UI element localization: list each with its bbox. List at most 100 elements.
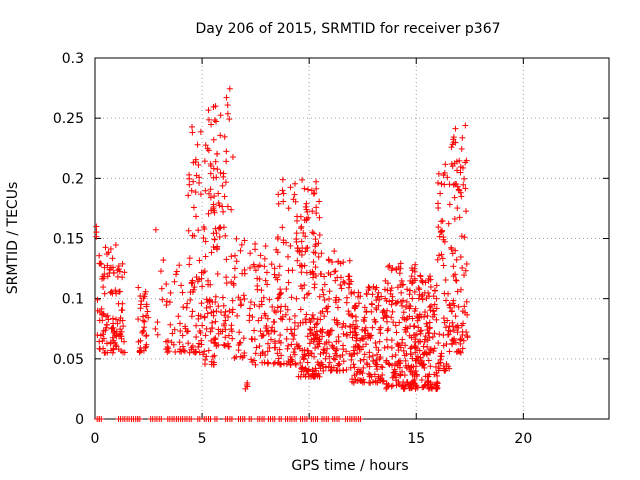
data-point <box>99 331 106 338</box>
data-point <box>217 132 224 139</box>
data-point <box>99 338 106 345</box>
data-point <box>363 291 370 298</box>
data-point <box>307 350 314 357</box>
data-point <box>352 303 359 310</box>
data-point <box>315 240 322 247</box>
data-point <box>293 295 300 302</box>
data-point <box>102 327 109 334</box>
data-point <box>237 247 244 254</box>
data-point <box>199 283 206 290</box>
data-point <box>320 363 327 370</box>
data-point <box>137 344 144 351</box>
data-point <box>216 202 223 209</box>
data-point <box>304 186 311 193</box>
data-point <box>196 327 203 334</box>
data-point <box>356 369 363 376</box>
data-point <box>417 354 424 361</box>
data-point <box>404 286 411 293</box>
data-point <box>311 284 318 291</box>
data-point <box>283 335 290 342</box>
data-point <box>119 260 126 267</box>
data-point <box>333 294 340 301</box>
data-point <box>303 200 310 207</box>
data-point <box>329 342 336 349</box>
data-point <box>435 340 442 347</box>
data-point <box>302 373 309 380</box>
data-point <box>198 275 205 282</box>
data-point <box>166 299 173 306</box>
data-point <box>220 341 227 348</box>
data-point <box>370 283 377 290</box>
data-point <box>160 257 167 264</box>
data-point <box>316 293 323 300</box>
data-point <box>284 253 291 260</box>
data-point <box>210 165 217 172</box>
data-point <box>98 305 105 312</box>
data-point <box>389 265 396 272</box>
data-point <box>401 326 408 333</box>
data-point <box>209 325 216 332</box>
data-point <box>284 345 291 352</box>
data-point <box>229 297 236 304</box>
data-point <box>189 129 196 136</box>
data-point <box>96 252 103 259</box>
data-point <box>212 293 219 300</box>
data-point <box>302 248 309 255</box>
data-point <box>459 264 466 271</box>
data-point <box>336 416 343 422</box>
data-point <box>343 348 350 355</box>
data-point <box>119 300 126 307</box>
data-point <box>279 176 286 183</box>
data-point <box>372 339 379 346</box>
data-point <box>97 346 104 353</box>
data-point <box>434 379 441 386</box>
data-point <box>119 317 126 324</box>
data-point <box>399 297 406 304</box>
data-point <box>276 361 283 368</box>
data-point <box>426 319 433 326</box>
data-point <box>195 161 202 168</box>
data-point <box>207 170 214 177</box>
data-point <box>292 180 299 187</box>
data-point <box>420 361 427 368</box>
data-point <box>427 283 434 290</box>
data-point <box>458 322 465 329</box>
data-point <box>240 292 247 299</box>
data-point <box>238 241 245 248</box>
data-point <box>374 366 381 373</box>
data-point <box>452 271 459 278</box>
chart-title: Day 206 of 2015, SRMTID for receiver p36… <box>195 21 500 37</box>
data-point <box>215 326 222 333</box>
data-point <box>113 316 120 323</box>
data-point <box>440 342 447 349</box>
data-point <box>283 361 290 368</box>
data-point <box>292 361 299 368</box>
data-point <box>463 208 470 215</box>
data-point <box>109 324 116 331</box>
data-point <box>413 345 420 352</box>
data-point <box>317 310 324 317</box>
data-point <box>326 359 333 366</box>
data-point <box>231 265 238 272</box>
data-point <box>454 288 461 295</box>
data-point <box>406 313 413 320</box>
data-point <box>313 334 320 341</box>
data-point <box>260 294 267 301</box>
data-point <box>431 287 438 294</box>
data-point <box>357 416 364 422</box>
data-point <box>381 344 388 351</box>
data-point <box>361 351 368 358</box>
data-point <box>461 272 468 279</box>
data-point <box>210 205 217 212</box>
data-point <box>363 341 370 348</box>
data-point <box>319 286 326 293</box>
data-point <box>314 341 321 348</box>
data-point <box>297 359 304 366</box>
data-point <box>322 364 329 371</box>
data-point <box>369 324 376 331</box>
data-point <box>109 334 116 341</box>
data-point <box>300 229 307 236</box>
data-point <box>230 282 237 289</box>
data-point <box>226 307 233 314</box>
data-point <box>163 281 170 288</box>
